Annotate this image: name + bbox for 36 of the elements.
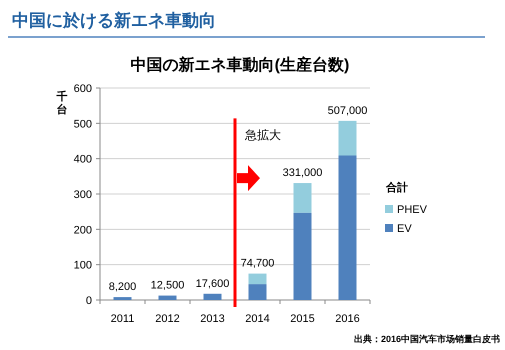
y-tick-label: 100 bbox=[74, 260, 92, 272]
chart-subtitle: 中国の新エネ車動向(生産台数) bbox=[130, 55, 350, 74]
bar bbox=[338, 120, 356, 156]
y-tick-label: 200 bbox=[74, 224, 92, 236]
total-label: 12,500 bbox=[150, 280, 184, 292]
x-tick-label: 2015 bbox=[290, 313, 315, 325]
y-tick-label: 500 bbox=[74, 118, 92, 130]
y-axis-title: 千台 bbox=[56, 90, 68, 116]
bar bbox=[204, 294, 222, 300]
y-tick-label: 400 bbox=[74, 154, 92, 166]
x-tick-label: 2014 bbox=[245, 313, 270, 325]
total-label: 507,000 bbox=[328, 104, 368, 117]
bar bbox=[294, 212, 312, 300]
bar bbox=[294, 183, 312, 213]
bar bbox=[114, 297, 132, 300]
legend-label: PHEV bbox=[397, 204, 428, 216]
bar bbox=[248, 274, 266, 284]
legend-label: EV bbox=[397, 223, 412, 235]
total-label: 74,700 bbox=[240, 258, 274, 270]
annotation: 急拡大 bbox=[244, 128, 281, 142]
y-tick-label: 300 bbox=[74, 189, 92, 201]
total-label: 8,200 bbox=[108, 281, 136, 294]
total-label: 331,000 bbox=[282, 167, 322, 180]
source-note: 出典：2016中国汽车市场销量白皮书 bbox=[354, 334, 500, 344]
total-label: 17,600 bbox=[196, 278, 230, 290]
bar bbox=[338, 155, 356, 300]
x-tick-label: 2012 bbox=[155, 313, 180, 325]
x-tick-label: 2013 bbox=[200, 313, 225, 325]
y-tick-label: 0 bbox=[86, 295, 92, 307]
x-tick-label: 2011 bbox=[110, 313, 134, 325]
x-tick-label: 2016 bbox=[335, 313, 360, 325]
chart-title: 中国に於ける新エネ車動向 bbox=[12, 11, 216, 30]
legend-title: 合計 bbox=[385, 181, 408, 194]
bar bbox=[158, 296, 176, 300]
y-tick-label: 600 bbox=[74, 83, 92, 95]
bar bbox=[248, 284, 266, 300]
